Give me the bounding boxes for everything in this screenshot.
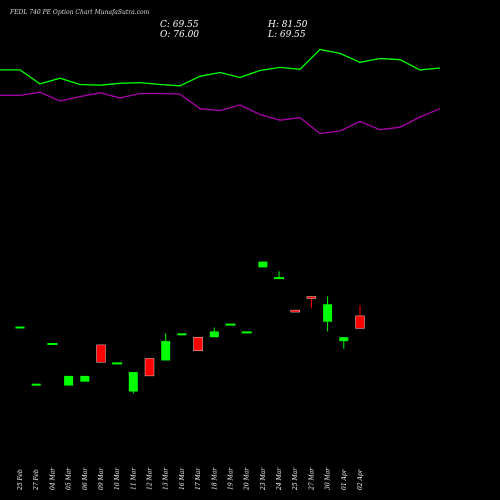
candle-body bbox=[161, 341, 171, 361]
x-tick-label: 13 Mar bbox=[163, 467, 170, 490]
candle-14 bbox=[241, 331, 252, 334]
ohlc-open: O: 76.00 bbox=[160, 30, 200, 40]
candle-10 bbox=[177, 333, 187, 336]
ohlc-close: C: 69.55 bbox=[160, 20, 199, 30]
x-tick-label: 09 Mar bbox=[98, 467, 105, 490]
x-tick-label: 05 Mar bbox=[66, 467, 73, 490]
candle-3 bbox=[64, 375, 74, 386]
x-tick-label: 27 Feb bbox=[33, 469, 40, 491]
candle-body bbox=[64, 375, 74, 386]
candle-6 bbox=[112, 362, 123, 365]
candle-15 bbox=[258, 261, 268, 268]
x-tick-label: 19 Mar bbox=[228, 467, 235, 490]
candle-body bbox=[209, 331, 219, 338]
candle-body bbox=[274, 277, 284, 280]
candle-body bbox=[225, 323, 236, 326]
candle-0 bbox=[15, 326, 25, 329]
candle-9 bbox=[161, 333, 171, 361]
x-tick-label: 24 Mar bbox=[276, 467, 283, 491]
candle-body bbox=[112, 362, 123, 365]
candle-7 bbox=[128, 372, 138, 394]
x-tick-label: 25 Mar bbox=[292, 467, 299, 491]
candle-body bbox=[177, 333, 187, 336]
candle-body bbox=[47, 343, 58, 345]
candle-body bbox=[323, 304, 333, 322]
candle-17 bbox=[290, 309, 300, 313]
candle-body bbox=[193, 337, 203, 352]
x-tick-label: 16 Mar bbox=[179, 467, 186, 490]
x-tick-label: 27 Mar bbox=[308, 467, 315, 491]
green-line-series bbox=[0, 48, 441, 87]
x-tick-label: 18 Mar bbox=[211, 467, 218, 490]
x-tick-label: 17 Mar bbox=[195, 467, 202, 490]
candle-body bbox=[339, 337, 349, 342]
candle-4 bbox=[80, 375, 90, 382]
candle-body bbox=[96, 344, 106, 363]
x-tick-label: 02 Apr bbox=[357, 468, 364, 490]
x-tick-label: 12 Mar bbox=[147, 467, 154, 490]
candle-21 bbox=[355, 305, 365, 329]
candle-body bbox=[306, 296, 317, 299]
x-tick-label: 25 Feb bbox=[17, 469, 24, 491]
x-tick-label: 30 Mar bbox=[325, 467, 332, 490]
chart-title: FEDL 740 PE Option Chart MunafaSutra.com bbox=[10, 9, 150, 16]
candle-13 bbox=[225, 323, 236, 326]
line-layer bbox=[0, 48, 441, 135]
candle-body bbox=[80, 375, 90, 382]
candle-2 bbox=[47, 343, 58, 345]
candle-16 bbox=[274, 271, 284, 280]
candle-11 bbox=[193, 337, 203, 352]
x-tick-label: 06 Mar bbox=[82, 467, 89, 490]
candle-5 bbox=[96, 344, 106, 363]
candle-20 bbox=[339, 337, 349, 349]
x-tick-label: 01 Apr bbox=[341, 468, 348, 490]
candle-18 bbox=[306, 296, 317, 309]
candle-8 bbox=[144, 358, 155, 377]
candle-body bbox=[15, 326, 25, 329]
x-tick-label: 04 Mar bbox=[49, 467, 56, 490]
candle-body bbox=[290, 309, 300, 313]
ohlc-low: L: 69.55 bbox=[268, 30, 306, 40]
candle-layer bbox=[15, 261, 365, 394]
candle-body bbox=[144, 358, 155, 377]
ohlc-high: H: 81.50 bbox=[268, 20, 308, 30]
candle-body bbox=[31, 383, 41, 386]
x-tick-label: 10 Mar bbox=[114, 467, 121, 490]
candle-12 bbox=[209, 327, 219, 338]
x-tick-label: 20 Mar bbox=[244, 467, 251, 491]
magenta-line-series bbox=[0, 91, 441, 135]
candle-body bbox=[355, 315, 365, 329]
candle-1 bbox=[31, 383, 41, 386]
x-tick-label: 11 Mar bbox=[130, 467, 137, 490]
candle-body bbox=[128, 372, 138, 392]
x-tick-label: 23 Mar bbox=[260, 467, 267, 491]
candle-19 bbox=[323, 296, 333, 332]
candle-body bbox=[241, 331, 252, 334]
x-axis-labels: 25 Feb 27 Feb 04 Mar 05 Mar 06 Mar 09 Mar 10 M… bbox=[17, 467, 364, 491]
candle-body bbox=[258, 261, 268, 268]
